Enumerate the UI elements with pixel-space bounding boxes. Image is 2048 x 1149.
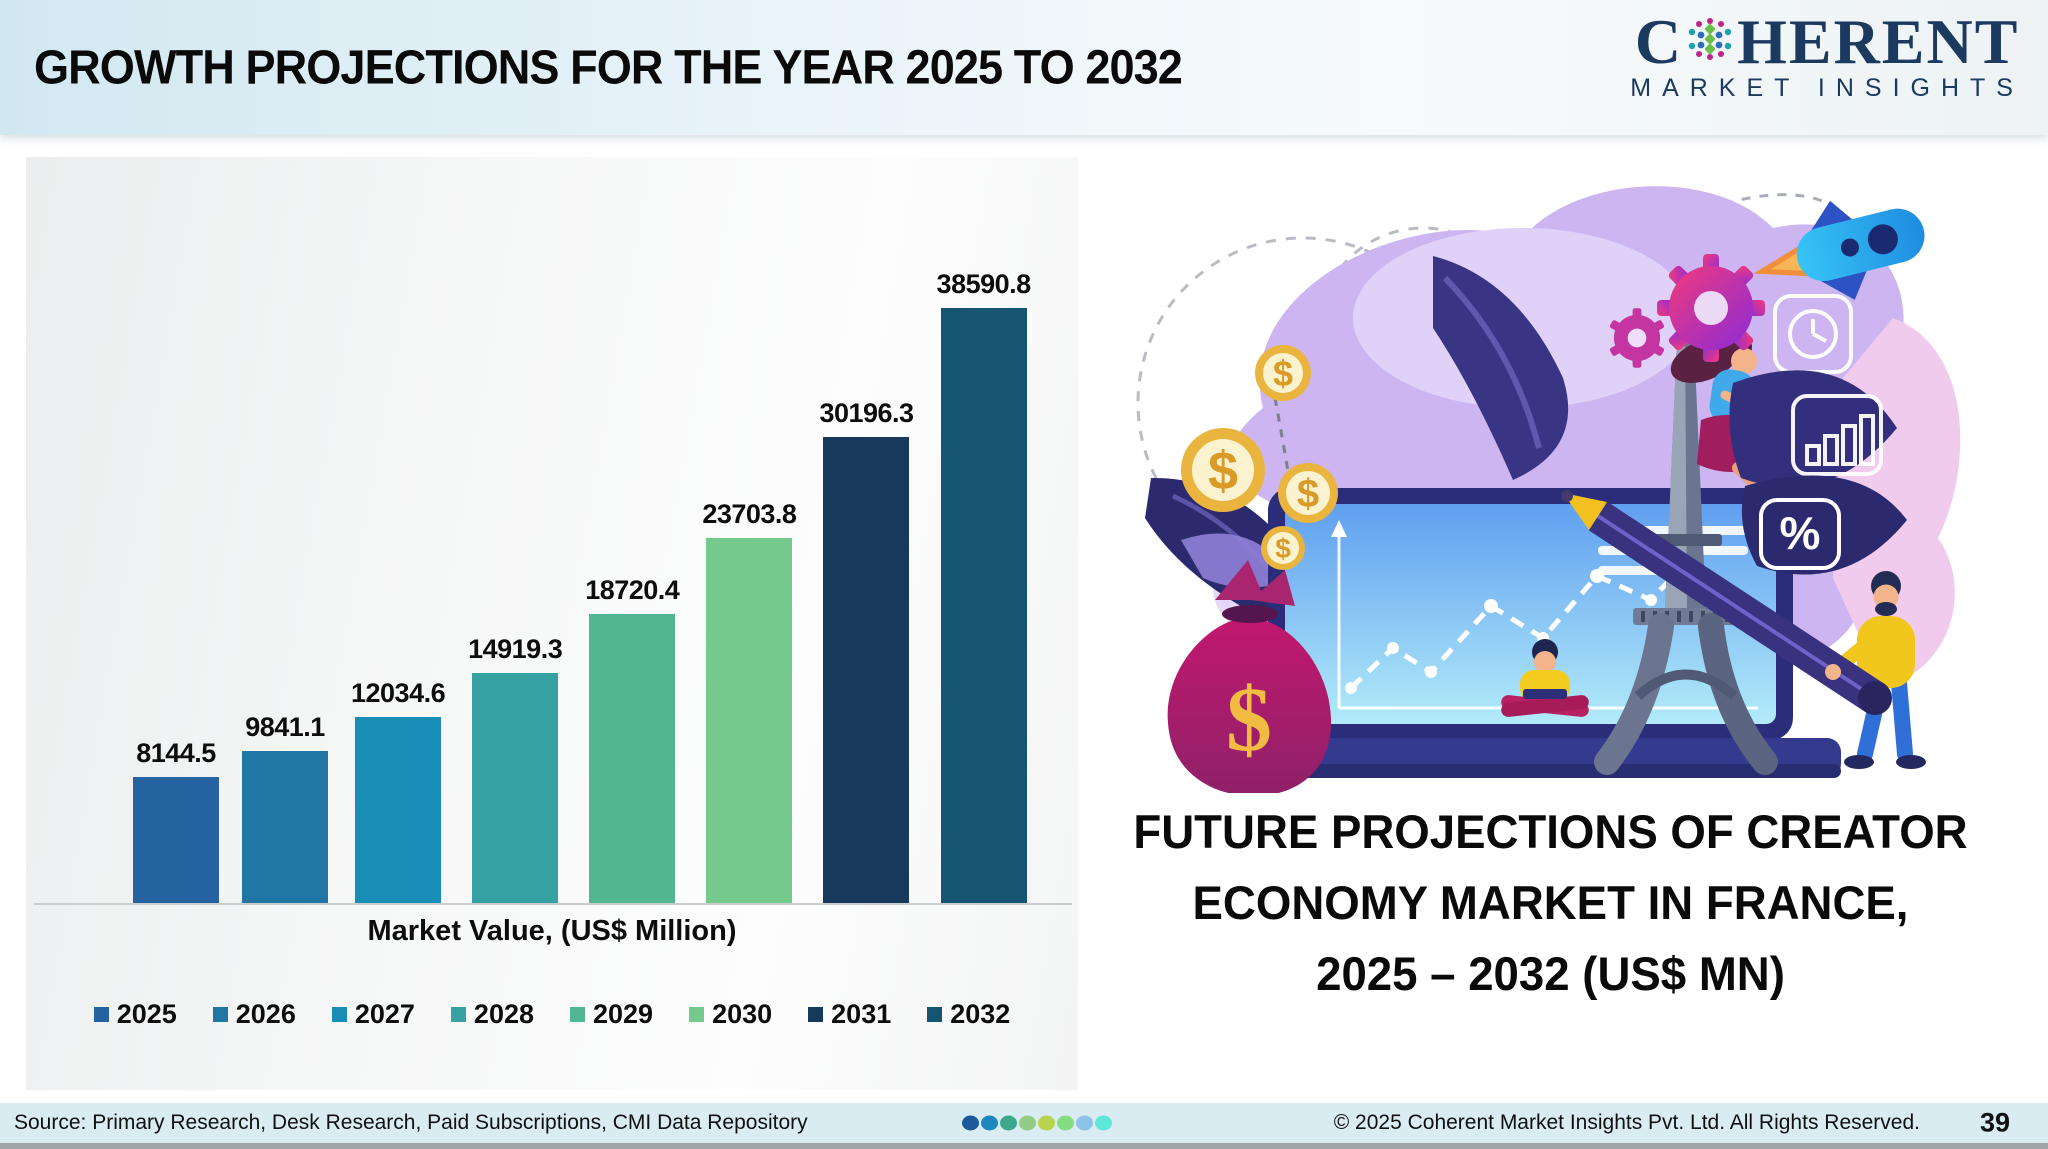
bar — [706, 538, 793, 903]
footer-dot — [962, 1115, 979, 1131]
footer-dot — [1000, 1115, 1017, 1131]
copyright-text: © 2025 Coherent Market Insights Pvt. Ltd… — [1333, 1111, 1920, 1134]
bar-column: 23703.8 — [702, 499, 797, 903]
svg-text:$: $ — [1297, 472, 1319, 516]
footer-dots — [962, 1115, 1112, 1131]
brand-wordmark: C — [1630, 10, 2024, 74]
gears — [1609, 254, 1765, 368]
legend-label: 2027 — [354, 999, 415, 1029]
bar — [355, 717, 442, 903]
legend-item: 2029 — [570, 999, 653, 1030]
footer-dot — [1076, 1115, 1093, 1131]
money-bag: $ — [1167, 560, 1332, 793]
bar — [133, 777, 219, 903]
bar — [589, 614, 676, 903]
bar-column: 14919.3 — [468, 634, 563, 903]
man-with-pencil — [1561, 490, 1926, 769]
rocket — [1753, 200, 1925, 300]
bar-value-label: 14919.3 — [468, 634, 563, 664]
percent-leaf-badge: % — [1741, 475, 1907, 575]
legend-label: 2031 — [831, 999, 892, 1029]
bar — [472, 673, 559, 903]
legend-item: 2031 — [808, 999, 891, 1030]
brand-logo: C — [1630, 10, 2024, 103]
legend-item: 2032 — [927, 999, 1010, 1030]
bars-row: 8144.5 9841.1 12034.6 14919.3 18720.4 23703.8… — [133, 269, 1031, 903]
bar-chart: 8144.5 9841.1 12034.6 14919.3 18720.4 23703.8… — [26, 157, 1078, 1090]
bar — [242, 751, 328, 903]
brand-subtitle: MARKET INSIGHTS — [1630, 74, 2024, 102]
legend-label: 2032 — [950, 999, 1011, 1029]
bar-chart-icon — [1791, 394, 1883, 476]
legend-marker — [808, 1007, 824, 1022]
svg-text:$: $ — [1273, 353, 1293, 394]
svg-text:$: $ — [1226, 668, 1272, 770]
bar-value-label: 38590.8 — [936, 269, 1032, 299]
right-title-line-2: ECONOMY MARKET IN FRANCE, — [1192, 876, 1909, 929]
person-sitting-on-base — [1501, 639, 1589, 717]
x-axis-title: Market Value, (US$ Million) — [367, 915, 737, 947]
footer-dot — [1095, 1115, 1112, 1131]
right-title-line-1: FUTURE PROJECTIONS OF CREATOR — [1133, 805, 1968, 858]
legend-item: 2028 — [450, 999, 534, 1030]
bar-value-label: 9841.1 — [245, 712, 325, 742]
legend-item: 2026 — [212, 999, 296, 1030]
svg-text:$: $ — [1208, 441, 1238, 501]
legend-label: 2026 — [235, 999, 296, 1029]
bar-column: 8144.5 — [133, 738, 219, 903]
bar-column: 9841.1 — [242, 712, 328, 903]
bar-column: 12034.6 — [351, 678, 446, 903]
bar-value-label: 18720.4 — [585, 575, 680, 605]
legend-label: 2029 — [593, 999, 654, 1029]
legend-marker — [689, 1007, 705, 1022]
eiffel-tower — [1594, 306, 1778, 775]
bar-value-label: 30196.3 — [819, 398, 914, 428]
footer-dot — [1038, 1115, 1055, 1131]
chart-legend: 2025 2026 2027 2028 2029 2030 2031 2032 — [26, 999, 1078, 1030]
legend-label: 2025 — [116, 999, 177, 1029]
page-number: 39 — [1979, 1107, 2010, 1138]
legend-marker — [212, 1007, 228, 1022]
bar-value-label: 8144.5 — [136, 738, 216, 768]
bar-value-label: 23703.8 — [702, 499, 797, 529]
brand-wordmark-rest: HERENT — [1737, 6, 2020, 77]
right-title-line-3: 2025 – 2032 (US$ MN) — [1316, 947, 1785, 1000]
svg-text:%: % — [1780, 507, 1821, 559]
legend-item: 2027 — [331, 999, 415, 1030]
legend-marker — [570, 1007, 585, 1022]
bar — [823, 437, 910, 903]
creator-economy-illustration: $ $ $ $ $ — [1136, 186, 1961, 793]
footer-dot — [1057, 1115, 1074, 1131]
legend-marker — [927, 1007, 943, 1022]
bar-column: 38590.8 — [937, 269, 1031, 903]
footer-dot — [1019, 1115, 1036, 1131]
x-axis-line — [34, 903, 1072, 905]
legend-item: 2025 — [93, 999, 177, 1030]
source-text: Source: Primary Research, Desk Research,… — [14, 1111, 808, 1134]
right-panel-title: FUTURE PROJECTIONS OF CREATOR ECONOMY MA… — [1112, 796, 1990, 1009]
header-band: GROWTH PROJECTIONS FOR THE YEAR 2025 TO … — [0, 0, 2048, 135]
legend-label: 2028 — [473, 999, 534, 1029]
legend-item: 2030 — [689, 999, 772, 1030]
bar-column: 30196.3 — [819, 398, 914, 903]
bar — [940, 308, 1027, 903]
page-title: GROWTH PROJECTIONS FOR THE YEAR 2025 TO … — [34, 41, 1183, 94]
dollar-coins: $ $ $ $ — [1181, 345, 1338, 570]
bar-column: 18720.4 — [585, 575, 680, 903]
footer-band: Source: Primary Research, Desk Research,… — [0, 1103, 2048, 1143]
legend-marker — [331, 1007, 347, 1022]
legend-label: 2030 — [712, 999, 773, 1029]
laptop-base-edge — [1243, 764, 1841, 778]
bar-value-label: 12034.6 — [351, 678, 446, 708]
globe-icon — [1688, 18, 1732, 60]
legend-marker — [450, 1007, 466, 1022]
bottom-edge-strip — [0, 1143, 2048, 1149]
brand-wordmark-c: C — [1634, 6, 1684, 77]
legend-marker — [93, 1007, 109, 1022]
footer-dot — [981, 1115, 998, 1131]
svg-text:$: $ — [1275, 533, 1291, 564]
